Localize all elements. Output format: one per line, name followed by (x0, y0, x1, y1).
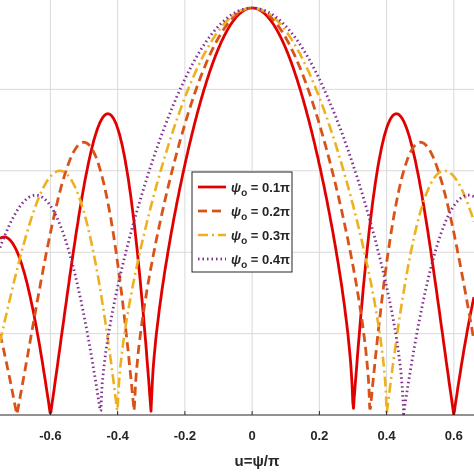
x-axis-ticks: -0.6 -0.4 -0.2 0 0.2 0.4 0.6 (39, 411, 463, 443)
x-tick-label-6: 0.6 (445, 428, 463, 443)
grid (0, 0, 474, 415)
x-tick-label-3: 0 (249, 428, 256, 443)
legend-box (191, 171, 293, 273)
x-tick-label-1: -0.4 (106, 428, 129, 443)
series-line-1 (0, 6, 474, 415)
legend-label-1: ψo = 0.2π (231, 204, 290, 223)
series-lines (0, 6, 474, 415)
series-line-3 (0, 6, 474, 415)
legend: ψo = 0.1π ψo = 0.2π ψo = 0.3π ψo = 0.4π (191, 171, 293, 273)
legend-label-0: ψo = 0.1π (231, 180, 290, 199)
series-line-0 (0, 6, 474, 415)
legend-label-3: ψo = 0.4π (231, 252, 290, 271)
x-tick-label-0: -0.6 (39, 428, 61, 443)
legend-label-2: ψo = 0.3π (231, 228, 290, 247)
x-axis-label: u=ψ/π (235, 453, 280, 470)
series-line-2 (0, 6, 474, 415)
x-tick-label-2: -0.2 (174, 428, 196, 443)
x-tick-label-4: 0.2 (310, 428, 328, 443)
x-tick-label-5: 0.4 (378, 428, 397, 443)
